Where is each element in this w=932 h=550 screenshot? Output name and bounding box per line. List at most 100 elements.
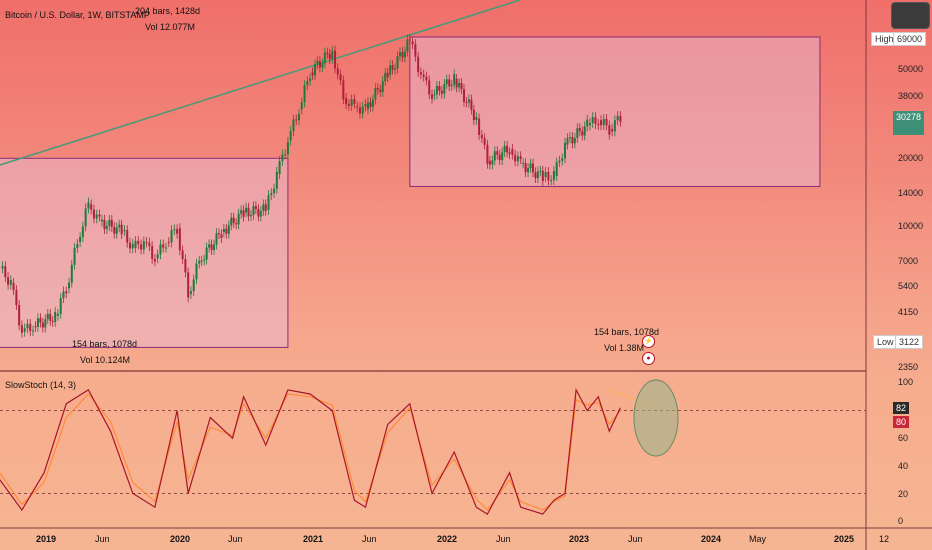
candle-body	[142, 241, 145, 250]
low-tag-label: Low	[873, 335, 898, 349]
candle-body	[227, 225, 230, 234]
candle-body	[568, 137, 571, 139]
candle-body	[342, 80, 345, 100]
candle-body	[292, 119, 295, 132]
candle-body	[583, 126, 586, 136]
candle-body	[103, 219, 106, 230]
candle-body	[403, 51, 406, 58]
candle-body	[267, 195, 270, 210]
candle-body	[162, 244, 165, 248]
candle-body	[184, 259, 187, 273]
candle-body	[353, 99, 356, 104]
candle-body	[536, 171, 539, 179]
candle-body	[588, 123, 591, 126]
event-icon[interactable]: ●	[642, 352, 655, 365]
candle-body	[178, 228, 181, 251]
candle-body	[46, 313, 49, 320]
candle-body	[443, 83, 446, 94]
candle-body	[314, 64, 317, 76]
candle-body	[254, 206, 257, 210]
candle-body	[408, 39, 411, 41]
candle-body	[356, 106, 359, 108]
candle-body	[478, 118, 481, 135]
candle-body	[123, 230, 126, 232]
candle-body	[571, 137, 574, 144]
price-tick: 14000	[898, 188, 924, 198]
candle-body	[284, 154, 287, 156]
candle-body	[605, 119, 608, 126]
stoch-tick: 40	[898, 461, 909, 471]
highlight-ellipse	[633, 379, 679, 457]
candle-body	[511, 148, 514, 155]
candle-body	[376, 88, 379, 90]
current-price-tag: 30278	[893, 111, 925, 135]
candle-body	[56, 313, 59, 316]
candle-body	[514, 154, 517, 162]
candle-body	[249, 215, 252, 217]
candle-body	[311, 72, 314, 76]
candle-body	[339, 74, 342, 81]
candle-body	[472, 109, 475, 120]
candle-body	[134, 240, 137, 249]
candle-body	[210, 244, 213, 250]
measure-3-bars: 154 bars, 1078d	[594, 327, 660, 337]
candle-body	[289, 131, 292, 141]
symbol-title: Bitcoin / U.S. Dollar, 1W, BITSTAMP	[5, 10, 150, 20]
candle-body	[108, 219, 111, 227]
candle-body	[84, 208, 87, 227]
candle-body	[34, 326, 37, 328]
candle-body	[131, 243, 134, 249]
candle-body	[153, 258, 156, 262]
candle-body	[70, 264, 73, 283]
price-tick: 5400	[898, 281, 919, 291]
candle-body	[381, 81, 384, 93]
measure-1-bars: 204 bars, 1428d	[135, 6, 201, 16]
candle-body	[23, 328, 26, 332]
candle-body	[541, 170, 544, 182]
candle-body	[187, 272, 190, 298]
candle-body	[431, 94, 433, 99]
candle-body	[491, 160, 494, 165]
candle-body	[173, 229, 176, 231]
candle-body	[295, 119, 298, 121]
candle-body	[475, 117, 478, 120]
measure-2-vol: Vol 10.124M	[80, 355, 131, 365]
high-tag-label: High	[871, 32, 898, 46]
candle-body	[225, 228, 228, 234]
candle-body	[286, 141, 289, 155]
candle-body	[92, 209, 95, 219]
stoch-tick: 60	[898, 433, 909, 443]
candle-body	[406, 39, 409, 52]
candle-body	[73, 247, 76, 265]
time-label: Jun	[628, 534, 643, 544]
candle-body	[59, 298, 62, 314]
candle-body	[245, 207, 248, 213]
candle-body	[379, 89, 382, 93]
time-label: 2024	[701, 534, 722, 544]
flash-icon[interactable]: ⚡	[642, 335, 655, 348]
candle-body	[278, 161, 281, 175]
candle-body	[12, 282, 15, 291]
candle-body	[458, 82, 461, 88]
candle-body	[49, 313, 52, 321]
candle-body	[334, 50, 337, 69]
candle-body	[192, 279, 195, 292]
candle-body	[195, 263, 198, 280]
price-tick: 7000	[898, 256, 919, 266]
candle-body	[145, 242, 148, 244]
candle-body	[470, 99, 473, 110]
candle-body	[205, 247, 208, 260]
candle-body	[486, 144, 489, 164]
time-label: 2022	[437, 534, 458, 544]
candle-body	[573, 137, 576, 144]
candle-body	[237, 213, 240, 225]
candle-body	[347, 104, 350, 106]
candle-body	[369, 102, 372, 107]
candle-body	[386, 72, 389, 78]
toolbar-button[interactable]	[891, 2, 930, 29]
candle-body	[156, 254, 159, 259]
candle-body	[230, 217, 233, 226]
stoch-k-tag: 82	[893, 402, 910, 414]
candle-body	[220, 234, 223, 239]
